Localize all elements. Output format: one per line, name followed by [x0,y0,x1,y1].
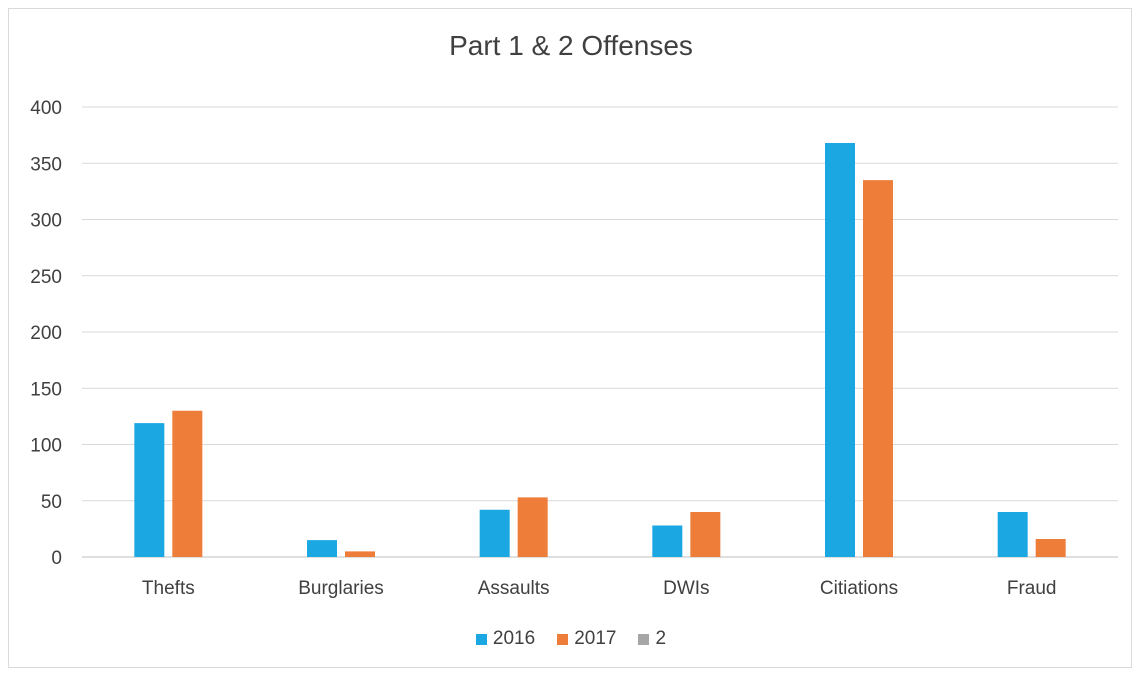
x-tick-label: Burglaries [298,578,384,599]
gridlines [82,106,1118,558]
x-tick-label: Fraud [1007,578,1057,599]
y-tick-label: 0 [51,548,62,569]
legend-item: 2017 [557,628,616,650]
x-tick-label: DWIs [663,578,709,599]
x-tick-label: Citiations [820,578,898,599]
bar-2016-citiations [825,143,855,557]
bar-2016-fraud [997,512,1028,557]
y-tick-label: 400 [30,98,62,119]
legend-swatch [475,633,487,645]
y-tick-label: 350 [30,154,62,175]
bar-2016-thefts [134,423,165,557]
legend-label: 2 [655,628,667,649]
legend-label: 2016 [492,628,536,649]
legend-item: 2016 [475,628,536,650]
bar-2017-thefts [172,410,203,557]
legend-swatch [557,633,569,645]
y-tick-label: 100 [30,436,62,457]
y-tick-label: 200 [30,323,62,344]
bar-2017-citiations [863,180,893,557]
legend: 2016 2017 2 [0,628,1142,650]
bars [134,143,1066,557]
y-tick-label: 300 [30,211,62,232]
bar-2017-fraud [1035,539,1066,557]
chart-title: Part 1 & 2 Offenses [449,30,693,61]
bar-2017-dwis [690,512,721,557]
chart-frame [8,8,1132,668]
y-tick-label: 250 [30,267,62,288]
bar-2016-burglaries [307,540,337,557]
x-tick-label: Thefts [142,578,195,599]
x-axis: Thefts Burglaries Assaults DWIs Citiations Fr… [142,578,1057,599]
y-axis: 0 50 100 150 200 250 300 350 400 [30,98,62,569]
legend-item: 2 [638,628,666,650]
legend-label: 2017 [574,628,617,649]
bar-2016-dwis [652,525,683,557]
legend-swatch [638,633,650,645]
bar-2016-assaults [479,509,510,557]
bar-2017-burglaries [345,551,375,557]
x-tick-label: Assaults [478,578,550,599]
y-tick-label: 50 [41,492,62,513]
y-tick-label: 150 [30,379,62,400]
bar-2017-assaults [517,497,548,557]
